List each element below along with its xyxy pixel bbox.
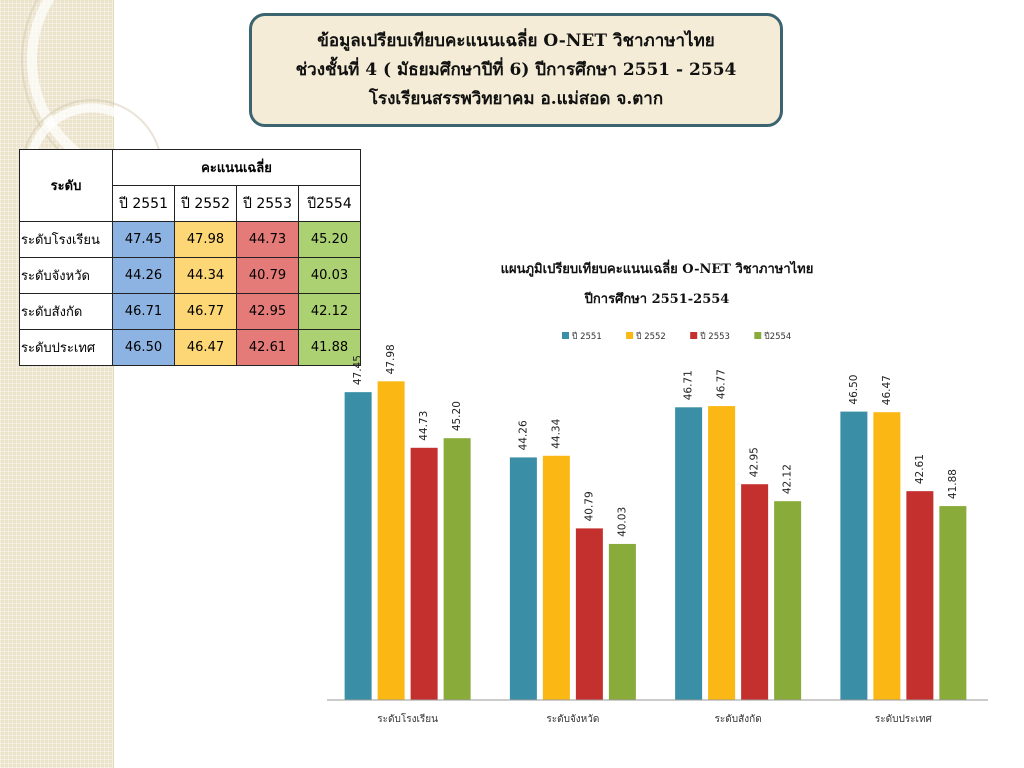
year-header: ปี2554 xyxy=(298,185,361,222)
category-label: ระดับสังกัด xyxy=(715,714,762,725)
average-header: คะแนนเฉลี่ย xyxy=(112,149,361,186)
data-label: 42.61 xyxy=(914,454,926,484)
bar xyxy=(708,406,736,700)
legend-swatch xyxy=(754,332,762,339)
title-line-2: ช่วงชั้นที่ 4 ( มัธยมศึกษาปีที่ 6) ปีการ… xyxy=(295,59,737,80)
bar xyxy=(542,455,570,700)
data-label: 47.98 xyxy=(385,344,397,374)
chart-subtitle: ปีการศึกษา 2551-2554 xyxy=(584,291,730,307)
legend-label: ปี2554 xyxy=(764,331,791,342)
row-label: ระดับประเทศ xyxy=(19,329,113,366)
bar xyxy=(443,438,471,700)
data-label: 46.50 xyxy=(848,375,860,405)
legend-swatch xyxy=(626,332,634,339)
bar xyxy=(840,411,868,700)
bar xyxy=(939,506,967,700)
row-label: ระดับโรงเรียน xyxy=(19,221,113,258)
year-header: ปี 2553 xyxy=(236,185,299,222)
data-label: 44.26 xyxy=(517,420,529,450)
level-header: ระดับ xyxy=(19,149,113,222)
score-cell: 42.61 xyxy=(236,329,299,366)
score-cell: 47.45 xyxy=(112,221,175,258)
score-cell: 44.34 xyxy=(174,257,237,294)
data-label: 46.77 xyxy=(716,369,728,399)
data-label: 41.88 xyxy=(947,469,959,499)
score-cell: 40.79 xyxy=(236,257,299,294)
data-label: 42.95 xyxy=(749,447,761,477)
row-label: ระดับจังหวัด xyxy=(19,257,113,294)
score-cell: 44.26 xyxy=(112,257,175,294)
bar xyxy=(509,457,537,700)
legend-label: ปี 2552 xyxy=(636,331,666,342)
data-label: 40.79 xyxy=(583,491,595,521)
data-label: 44.34 xyxy=(550,418,562,448)
score-cell: 46.71 xyxy=(112,293,175,330)
row-label: ระดับสังกัด xyxy=(19,293,113,330)
bar xyxy=(608,543,636,700)
data-label: 40.03 xyxy=(616,507,628,537)
bar xyxy=(741,484,769,700)
score-table: ระดับ คะแนนเฉลี่ย ปี 2551 ปี 2552 ปี 255… xyxy=(19,149,361,366)
legend-label: ปี 2551 xyxy=(572,331,602,342)
title-line-1: ข้อมูลเปรียบเทียบคะแนนเฉลี่ย O-NET วิชาภ… xyxy=(317,30,715,51)
table-row: ระดับสังกัด 46.71 46.77 42.95 42.12 xyxy=(19,293,361,330)
legend-swatch xyxy=(562,332,569,339)
bar xyxy=(377,381,405,700)
score-cell: 46.77 xyxy=(174,293,237,330)
bar xyxy=(873,412,901,700)
bar xyxy=(675,407,703,700)
data-label: 45.20 xyxy=(451,401,463,431)
score-cell: 44.73 xyxy=(236,221,299,258)
bar xyxy=(344,392,372,700)
data-label: 47.45 xyxy=(352,355,364,385)
score-cell: 40.03 xyxy=(298,257,361,294)
score-cell: 47.98 xyxy=(174,221,237,258)
table-row: ระดับจังหวัด 44.26 44.34 40.79 40.03 xyxy=(19,257,361,294)
score-cell: 45.20 xyxy=(298,221,361,258)
score-cell: 46.50 xyxy=(112,329,175,366)
data-label: 44.73 xyxy=(418,411,430,441)
bar xyxy=(575,528,603,700)
legend-swatch xyxy=(690,332,698,339)
data-label: 42.12 xyxy=(782,464,794,494)
title-box: ข้อมูลเปรียบเทียบคะแนนเฉลี่ย O-NET วิชาภ… xyxy=(249,13,783,127)
score-cell: 42.12 xyxy=(298,293,361,330)
year-header: ปี 2552 xyxy=(174,185,237,222)
bar xyxy=(410,447,438,700)
year-header: ปี 2551 xyxy=(112,185,175,222)
table-row: ระดับโรงเรียน 47.45 47.98 44.73 45.20 xyxy=(19,221,361,258)
legend-label: ปี 2553 xyxy=(700,331,730,342)
bar xyxy=(774,501,802,700)
data-label: 46.71 xyxy=(683,370,695,400)
score-cell: 42.95 xyxy=(236,293,299,330)
data-label: 46.47 xyxy=(881,375,893,405)
category-label: ระดับจังหวัด xyxy=(546,714,599,725)
score-cell: 41.88 xyxy=(298,329,361,366)
table-row: ระดับประเทศ 46.50 46.47 42.61 41.88 xyxy=(19,329,361,366)
bar xyxy=(906,491,934,700)
category-label: ระดับโรงเรียน xyxy=(377,712,438,725)
title-line-3: โรงเรียนสรรพวิทยาคม อ.แม่สอด จ.ตาก xyxy=(368,88,664,109)
category-label: ระดับประเทศ xyxy=(875,714,933,725)
bar-chart: แผนภูมิเปรียบเทียบคะแนนเฉลี่ย O-NET วิชา… xyxy=(327,259,988,725)
chart-title: แผนภูมิเปรียบเทียบคะแนนเฉลี่ย O-NET วิชา… xyxy=(501,259,814,277)
score-cell: 46.47 xyxy=(174,329,237,366)
